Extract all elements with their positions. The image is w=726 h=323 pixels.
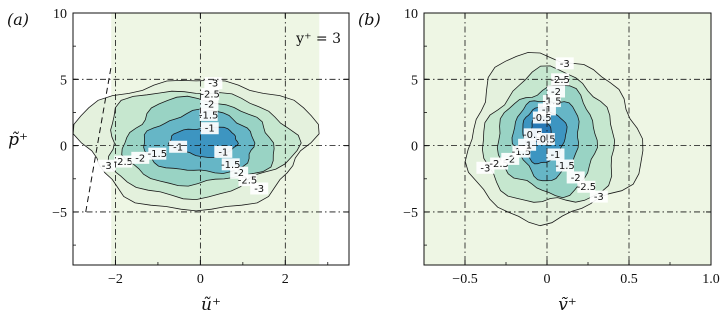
contour-label-bg-b-2-0 bbox=[547, 85, 566, 98]
contour-label-b-1-1: -2.5 bbox=[489, 159, 509, 170]
contour-label-bg-a-4-2 bbox=[214, 145, 233, 158]
contour-label-a-2-0: -2 bbox=[204, 99, 214, 110]
annotation-a: y⁺ = 3 bbox=[295, 31, 341, 47]
plot-frame-a bbox=[72, 12, 350, 266]
contour-label-bg-b-2-2 bbox=[566, 171, 585, 184]
contour-label-b-1-2: -2.5 bbox=[577, 182, 597, 193]
contour-label-bg-b-0-1 bbox=[476, 161, 495, 174]
panel-b: -3-3-3-2.5-2.5-2.5-2-2-2-1.5-1.5-1.5-1-1… bbox=[358, 7, 720, 315]
panel-a: -3-3-3-2.5-2.5-2.5-2-2-2-1.5-1.5-1.5-1-1… bbox=[7, 7, 350, 315]
contour-label-a-4-0: -1 bbox=[205, 124, 215, 135]
contour-label-a-4-1: -1 bbox=[173, 142, 183, 153]
contour-label-bg-a-4-0 bbox=[200, 122, 219, 135]
contour-label-b-5-2: -0.5 bbox=[536, 135, 556, 146]
ytick-label-b-1: 0 bbox=[411, 140, 418, 155]
contour-label-a-3-1: -1.5 bbox=[148, 149, 168, 160]
contour-label-a-3-0: -1.5 bbox=[199, 110, 219, 121]
xtick-label-a-1: 0 bbox=[197, 272, 204, 287]
xtick-label-b-2: 0.5 bbox=[620, 272, 638, 287]
contour-label-b-2-2: -2 bbox=[571, 173, 581, 184]
contour-label-bg-a-1-1 bbox=[114, 155, 133, 168]
contour-label-b-2-1: -2 bbox=[505, 154, 515, 165]
contour-label-bg-a-3-1 bbox=[148, 147, 167, 160]
xtick-label-b-1: 0 bbox=[544, 272, 551, 287]
xaxis-label-a: ũ⁺ bbox=[201, 295, 221, 315]
contour-label-bg-a-2-0 bbox=[200, 97, 219, 110]
xtick-label-a-2: 2 bbox=[282, 272, 289, 287]
contour-label-a-1-2: -2.5 bbox=[238, 176, 258, 187]
contour-label-a-0-2: -3 bbox=[254, 184, 264, 195]
ytick-label-a-2: 5 bbox=[60, 73, 67, 88]
contour-label-b-3-2: -1.5 bbox=[555, 161, 575, 172]
contour-label-bg-b-1-2 bbox=[577, 180, 596, 193]
contour-label-a-2-2: -2 bbox=[234, 168, 244, 179]
contour-label-b-3-0: -1.5 bbox=[542, 97, 562, 108]
contour-label-bg-b-4-1 bbox=[518, 138, 537, 151]
panel-label-a: (a) bbox=[7, 10, 29, 29]
ytick-label-a-1: 0 bbox=[60, 140, 67, 155]
xaxis-label-b: ṽ⁺ bbox=[558, 295, 577, 315]
panel-label-b: (b) bbox=[358, 10, 381, 29]
contour-label-a-0-1: -3 bbox=[102, 161, 112, 172]
ytick-label-b-2: 5 bbox=[411, 73, 418, 88]
contour-label-b-1-0: -2.5 bbox=[550, 75, 570, 86]
contour-label-bg-b-5-2 bbox=[536, 133, 555, 145]
contour-label-a-3-2: -1.5 bbox=[221, 160, 241, 171]
contour-label-b-2-0: -2 bbox=[551, 87, 561, 98]
ytick-label-b-3: 10 bbox=[404, 7, 418, 22]
contour-label-bg-a-0-1 bbox=[97, 159, 116, 172]
contour-label-bg-a-4-1 bbox=[169, 140, 188, 153]
ytick-label-b-0: −5 bbox=[403, 206, 418, 221]
contour-label-bg-b-4-2 bbox=[546, 148, 565, 161]
contour-label-bg-a-1-0 bbox=[201, 88, 220, 101]
contour-label-a-4-2: -1 bbox=[218, 147, 228, 158]
contour-label-b-5-1: -0.5 bbox=[523, 130, 543, 141]
contour-label-b-4-1: -1 bbox=[522, 140, 532, 151]
contour-label-b-5-0: -0.5 bbox=[532, 113, 552, 124]
contour-label-a-0-0: -3 bbox=[208, 79, 218, 90]
contour-label-b-3-1: -1.5 bbox=[512, 147, 532, 158]
reference-line-a bbox=[85, 65, 112, 213]
contour-label-bg-b-0-2 bbox=[589, 190, 608, 203]
contour-label-bg-a-2-1 bbox=[131, 151, 150, 164]
contour-label-a-1-0: -2.5 bbox=[200, 90, 220, 101]
contour-label-b-4-2: -1 bbox=[550, 150, 560, 161]
xtick-label-b-0: −0.5 bbox=[452, 272, 477, 287]
plot-frame-b bbox=[423, 12, 712, 266]
contour-label-bg-a-3-2 bbox=[221, 158, 240, 171]
contour-label-b-0-1: -3 bbox=[480, 163, 490, 174]
yaxis-label-a: p̃⁺ bbox=[8, 130, 28, 150]
ytick-label-a-0: −5 bbox=[52, 206, 67, 221]
xtick-label-a-0: −2 bbox=[108, 272, 123, 287]
contour-label-b-0-2: -3 bbox=[594, 192, 604, 203]
contour-label-bg-a-0-0 bbox=[204, 77, 223, 90]
contour-label-bg-b-5-0 bbox=[532, 111, 551, 124]
contour-label-a-2-1: -2 bbox=[135, 153, 145, 164]
xtick-label-b-3: 1.0 bbox=[702, 272, 720, 287]
contour-label-bg-a-3-0 bbox=[199, 108, 218, 121]
contour-label-bg-b-0-0 bbox=[555, 57, 574, 70]
contour-label-a-1-1: -2.5 bbox=[114, 157, 134, 168]
ytick-label-a-3: 10 bbox=[53, 7, 67, 22]
contour-label-bg-b-3-2 bbox=[556, 159, 575, 172]
contour-label-b-0-0: -3 bbox=[560, 59, 570, 70]
